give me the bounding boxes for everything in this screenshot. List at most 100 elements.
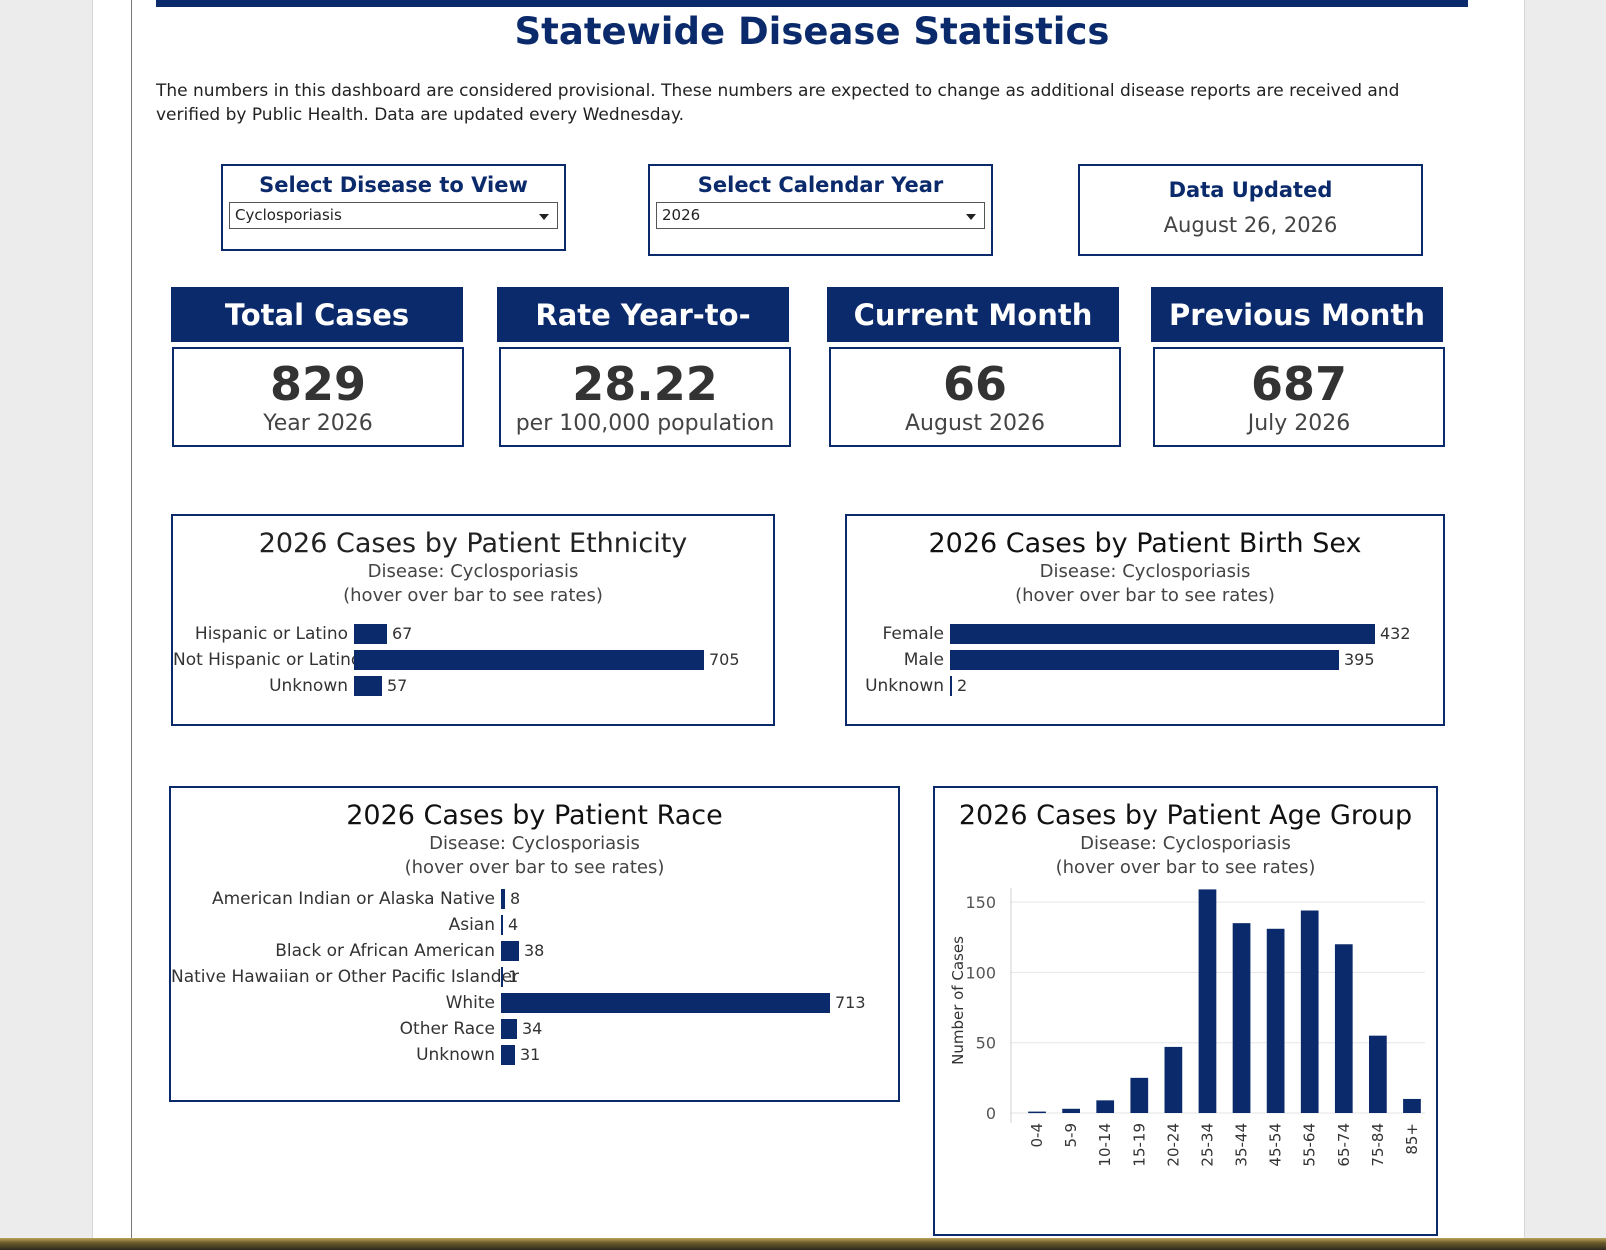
bar[interactable] xyxy=(950,650,1339,670)
bar-value-label: 713 xyxy=(835,993,866,1012)
kpi-value: 28.22 xyxy=(572,357,718,411)
disease-filter-label: Select Disease to View xyxy=(259,173,528,197)
chart-subtitle: Disease: Cyclosporiasis xyxy=(1039,561,1251,582)
bar[interactable] xyxy=(1096,1100,1115,1113)
bar-value-label: 38 xyxy=(524,941,545,960)
birth-sex-chart-panel: 2026 Cases by Patient Birth Sex Disease:… xyxy=(845,514,1445,726)
bar-label: Other Race xyxy=(399,1019,495,1039)
bar-value-label: 395 xyxy=(1344,650,1375,669)
kpi-current-month: 66 August 2026 xyxy=(829,347,1121,447)
bar[interactable] xyxy=(501,993,830,1013)
bar[interactable] xyxy=(1130,1077,1149,1113)
intro-text: The numbers in this dashboard are consid… xyxy=(156,81,1400,125)
bar[interactable] xyxy=(354,624,387,644)
bar-value-label: 8 xyxy=(510,889,521,908)
year-filter: Select Calendar Year 2026 xyxy=(648,164,993,256)
y-tick-label: 100 xyxy=(965,963,996,982)
bar-value-label: 432 xyxy=(1380,624,1411,643)
bar-value-label: 34 xyxy=(522,1019,543,1038)
bar[interactable] xyxy=(501,967,503,987)
x-tick-label: 65-74 xyxy=(1335,1123,1353,1167)
disease-select[interactable]: Cyclosporiasis xyxy=(229,202,558,229)
chart-subtitle: Disease: Cyclosporiasis xyxy=(1080,833,1291,854)
bar-label: Unknown xyxy=(269,676,348,696)
bar-value-label: 67 xyxy=(392,624,413,643)
bar-label: Black or African American xyxy=(275,941,495,961)
disease-filter: Select Disease to View Cyclosporiasis xyxy=(221,164,566,251)
chart-subtitle: Disease: Cyclosporiasis xyxy=(367,561,579,582)
chart-title: 2026 Cases by Patient Race xyxy=(346,800,723,831)
bar[interactable] xyxy=(501,1019,517,1039)
x-tick-label: 85+ xyxy=(1403,1123,1421,1155)
bar[interactable] xyxy=(1403,1098,1421,1113)
bar[interactable] xyxy=(1334,944,1353,1113)
bar-label: American Indian or Alaska Native xyxy=(211,889,495,909)
x-tick-label: 15-19 xyxy=(1130,1123,1148,1167)
bar-value-label: 705 xyxy=(709,650,740,669)
y-tick-label: 0 xyxy=(986,1104,996,1123)
bar[interactable] xyxy=(1164,1046,1183,1113)
kpi-subtext: August 2026 xyxy=(905,411,1045,436)
age-chart-panel: 2026 Cases by Patient Age Group Disease:… xyxy=(933,786,1438,1236)
bar[interactable] xyxy=(354,676,382,696)
year-select[interactable]: 2026 xyxy=(656,202,985,229)
year-filter-label: Select Calendar Year xyxy=(697,173,944,197)
bar[interactable] xyxy=(1266,928,1285,1113)
content-border xyxy=(131,0,132,1238)
bar[interactable] xyxy=(501,915,503,935)
kpi-total-cases: 829 Year 2026 xyxy=(172,347,464,447)
bar[interactable] xyxy=(501,1045,515,1065)
kpi-current-month-header: Current Month xyxy=(827,287,1119,342)
page-title: Statewide Disease Statistics xyxy=(514,10,1110,53)
chart-note: (hover over bar to see rates) xyxy=(343,585,603,606)
kpi-rate-header: Rate Year-to-Date xyxy=(497,287,789,389)
browser-bottom-strip xyxy=(0,1238,1606,1250)
ethnicity-chart-panel: 2026 Cases by Patient Ethnicity Disease:… xyxy=(171,514,775,726)
y-tick-label: 150 xyxy=(965,893,996,912)
chart-note: (hover over bar to see rates) xyxy=(404,857,665,878)
bar[interactable] xyxy=(501,941,519,961)
chart-subtitle: Disease: Cyclosporiasis xyxy=(429,833,640,854)
bar[interactable] xyxy=(1198,889,1217,1113)
bar[interactable] xyxy=(1232,923,1251,1113)
x-tick-label: 0-4 xyxy=(1028,1123,1046,1148)
x-tick-label: 10-14 xyxy=(1096,1123,1114,1167)
bar-label: Unknown xyxy=(865,676,944,696)
kpi-subtext: July 2026 xyxy=(1247,411,1351,436)
kpi-total-cases-header: Total Cases xyxy=(171,287,463,342)
kpi-value: 687 xyxy=(1250,357,1348,411)
dropdown-arrow-icon xyxy=(966,214,976,220)
data-updated-box: Data Updated August 26, 2026 xyxy=(1078,164,1423,256)
bar[interactable] xyxy=(1028,1111,1046,1114)
bar[interactable] xyxy=(354,650,704,670)
kpi-previous-month-header: Previous Month xyxy=(1151,287,1443,342)
bar-label: Male xyxy=(903,650,944,670)
chart-note: (hover over bar to see rates) xyxy=(1055,857,1316,878)
data-updated-value: August 26, 2026 xyxy=(1163,213,1338,237)
bar[interactable] xyxy=(501,889,505,909)
x-tick-label: 25-34 xyxy=(1198,1123,1216,1167)
dropdown-arrow-icon xyxy=(539,214,549,220)
chart-title: 2026 Cases by Patient Ethnicity xyxy=(258,528,688,559)
age-chart-svg: 0 50 100 150 Number of Cases 0-4 5-9 10-14 15-19… xyxy=(949,888,1425,1167)
bar-label: Hispanic or Latino xyxy=(194,624,348,644)
bar[interactable] xyxy=(1062,1108,1080,1113)
bar[interactable] xyxy=(1300,910,1319,1114)
y-tick-label: 50 xyxy=(976,1034,996,1053)
bar-value-label: 1 xyxy=(508,967,519,986)
x-tick-label: 20-24 xyxy=(1164,1123,1182,1167)
kpi-rate: 28.22 per 100,000 population xyxy=(499,347,791,447)
title-accent-bar xyxy=(156,0,1468,7)
bar-label: Not Hispanic or Latino xyxy=(173,650,362,670)
bar-value-label: 31 xyxy=(520,1045,541,1064)
bar-value-label: 2 xyxy=(957,676,968,695)
bar-label: Unknown xyxy=(416,1045,495,1065)
bar-value-label: 4 xyxy=(508,915,519,934)
bar[interactable] xyxy=(950,676,952,696)
x-tick-label: 75-84 xyxy=(1369,1123,1387,1167)
chart-title: 2026 Cases by Patient Birth Sex xyxy=(928,528,1362,559)
y-axis-title: Number of Cases xyxy=(949,936,967,1065)
bar-label: Native Hawaiian or Other Pacific Islande… xyxy=(171,967,519,987)
bar[interactable] xyxy=(950,624,1375,644)
bar[interactable] xyxy=(1369,1035,1387,1113)
